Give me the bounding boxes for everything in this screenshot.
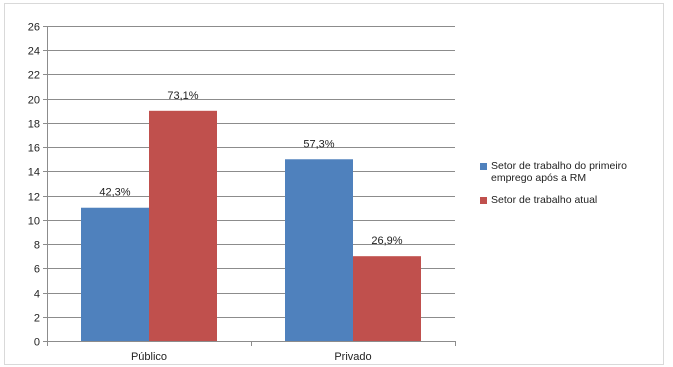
- y-tick-label: 6: [34, 264, 40, 276]
- x-category-label: Público: [131, 351, 167, 363]
- legend: Setor de trabalho do primeiro emprego ap…: [480, 160, 665, 216]
- bar-1-2: [285, 159, 353, 341]
- y-tick-label: 4: [34, 289, 40, 301]
- data-labels: 42,3% 73,1% 57,3% 26,9%: [99, 90, 402, 247]
- bar-1-1: [81, 207, 149, 341]
- legend-item-series-1: Setor de trabalho do primeiro emprego ap…: [480, 160, 665, 184]
- legend-swatch-series-2: [480, 197, 487, 204]
- legend-swatch-series-1: [480, 163, 487, 170]
- bar-2-1: [149, 110, 217, 341]
- y-tick-label: 2: [34, 313, 40, 325]
- bar-2-2: [353, 256, 421, 341]
- y-tick-label: 10: [28, 216, 40, 228]
- y-tick-label: 22: [28, 70, 40, 82]
- y-tick-label: 12: [28, 192, 40, 204]
- y-tick-label: 20: [28, 95, 40, 107]
- x-axis: Público Privado: [47, 341, 456, 363]
- y-tick-label: 16: [28, 143, 40, 155]
- data-label: 26,9%: [371, 235, 402, 247]
- y-tick-label: 0: [34, 337, 40, 349]
- bars: [81, 110, 421, 341]
- data-label: 57,3%: [303, 138, 334, 150]
- legend-label-series-2: Setor de trabalho atual: [491, 194, 598, 206]
- y-tick-label: 14: [28, 167, 40, 179]
- y-tick-label: 26: [28, 22, 40, 34]
- data-label: 73,1%: [167, 90, 198, 102]
- y-tick-label: 18: [28, 119, 40, 131]
- legend-label-series-1: Setor de trabalho do primeiro emprego ap…: [491, 160, 627, 184]
- y-tick-label: 8: [34, 240, 40, 252]
- legend-item-series-2: Setor de trabalho atual: [480, 194, 665, 206]
- data-label: 42,3%: [99, 187, 130, 199]
- x-category-label: Privado: [334, 351, 371, 363]
- y-tick-label: 24: [28, 46, 40, 58]
